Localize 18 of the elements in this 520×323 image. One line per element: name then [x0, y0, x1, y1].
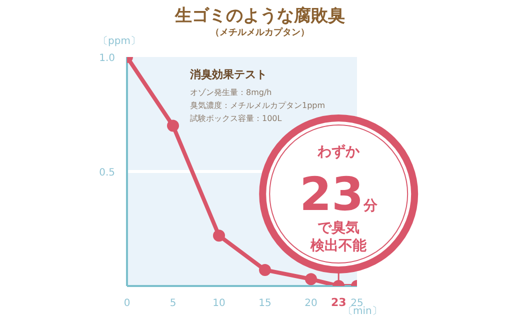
x-tick-label: 15: [258, 298, 272, 309]
x-tick-label: 25: [350, 298, 364, 309]
chart-title: 生ゴミのような腐敗臭: [174, 5, 346, 27]
x-tick-label: 0: [124, 298, 130, 309]
chart-subtitle: （メチルメルカプタン）: [210, 28, 310, 38]
x-axis-title: 〔min〕: [343, 306, 382, 318]
annotation: わずか23分で臭気検出不能: [300, 144, 379, 254]
annotation: 臭気濃度：メチルメルカプタン1ppm: [190, 100, 326, 112]
x-tick-label: 23: [330, 296, 346, 309]
annotation: オゾン発生量：8mg/h: [190, 87, 273, 99]
x-tick-label: 10: [212, 298, 226, 309]
annotation: 消臭効果テスト: [190, 68, 268, 81]
x-tick-label: 20: [304, 298, 318, 309]
y-tick-label: 0.5: [99, 168, 115, 178]
y-axis-title: 〔ppm〕: [98, 35, 140, 48]
annotation: 試験ボックス容量：100L: [190, 113, 283, 125]
y-tick-label: 1.0: [99, 53, 115, 64]
x-tick-label: 5: [170, 298, 176, 309]
